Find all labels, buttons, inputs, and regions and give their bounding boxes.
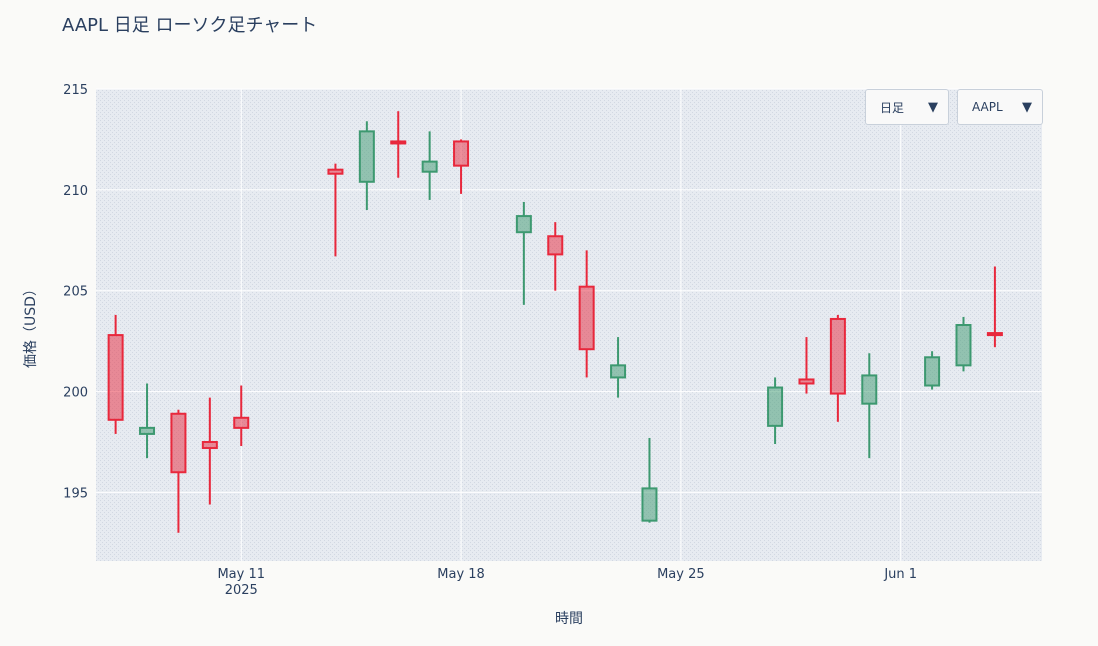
candle-body: [798, 378, 815, 385]
timeframe-dropdown-label: 日足: [880, 100, 905, 115]
candle-body: [201, 440, 218, 450]
candle-decreasing: [233, 385, 250, 447]
candle-increasing: [641, 437, 658, 523]
candle-body: [986, 332, 1003, 337]
candle-body: [421, 160, 438, 173]
candle-increasing: [610, 337, 627, 398]
candle-increasing: [421, 131, 438, 200]
candle-decreasing: [986, 266, 1003, 348]
candle-body: [829, 317, 846, 395]
candle-decreasing: [578, 250, 595, 378]
candle-body: [578, 285, 595, 351]
candle-body: [170, 412, 187, 474]
candle-decreasing: [390, 111, 407, 178]
candle-body: [327, 168, 344, 175]
candle-body: [358, 130, 375, 183]
candle-decreasing: [547, 222, 564, 291]
candle-increasing: [358, 121, 375, 211]
symbol-dropdown-label: AAPL: [972, 100, 1003, 114]
candle-body: [547, 235, 564, 256]
candles: [107, 111, 1003, 533]
candle-decreasing: [453, 139, 470, 194]
y-tick-label: 195: [63, 486, 88, 501]
grid-lines: [96, 88, 1042, 561]
candle-body: [955, 324, 972, 367]
x-tick-label: May 18: [437, 567, 485, 582]
candle-increasing: [515, 201, 532, 305]
y-tick-label: 205: [63, 285, 88, 300]
chevron-down-icon: ▼: [1022, 99, 1032, 115]
y-axis-ticks: 195 200 205 210 215: [63, 83, 88, 501]
candle-increasing: [139, 383, 156, 459]
candle-increasing: [924, 351, 941, 390]
timeframe-dropdown[interactable]: 日足 ▼: [865, 89, 949, 125]
candle-decreasing: [798, 337, 815, 394]
candle-body: [767, 386, 784, 427]
candle-body: [515, 215, 532, 234]
candle-decreasing: [327, 163, 344, 257]
candle-decreasing: [829, 314, 846, 422]
symbol-dropdown[interactable]: AAPL ▼: [957, 89, 1043, 125]
candle-increasing: [767, 377, 784, 445]
candle-body: [107, 334, 124, 421]
x-axis-title: 時間: [555, 611, 583, 627]
y-tick-label: 200: [63, 386, 88, 401]
candle-body: [139, 426, 156, 435]
y-tick-label: 210: [63, 184, 88, 199]
x-tick-label: Jun 1: [883, 567, 917, 582]
chevron-down-icon: ▼: [928, 99, 938, 115]
y-tick-label: 215: [63, 83, 88, 98]
candle-body: [453, 140, 470, 167]
candle-body: [641, 487, 658, 522]
candle-body: [390, 140, 407, 145]
candle-increasing: [861, 353, 878, 459]
x-tick-label: May 25: [657, 567, 705, 582]
candle-decreasing: [201, 397, 218, 505]
candle-increasing: [955, 316, 972, 372]
y-axis-title: 価格（USD）: [23, 282, 39, 368]
candle-body: [610, 364, 627, 379]
candle-decreasing: [107, 314, 124, 434]
x-tick-label: May 11: [217, 567, 265, 582]
candle-body: [924, 356, 941, 387]
candle-decreasing: [170, 409, 187, 533]
x-tick-sublabel: 2025: [225, 583, 258, 598]
candle-body: [233, 416, 250, 429]
chart-title: AAPL 日足 ローソク足チャート: [62, 15, 317, 36]
candle-body: [861, 374, 878, 405]
plot-area: [96, 89, 1042, 561]
